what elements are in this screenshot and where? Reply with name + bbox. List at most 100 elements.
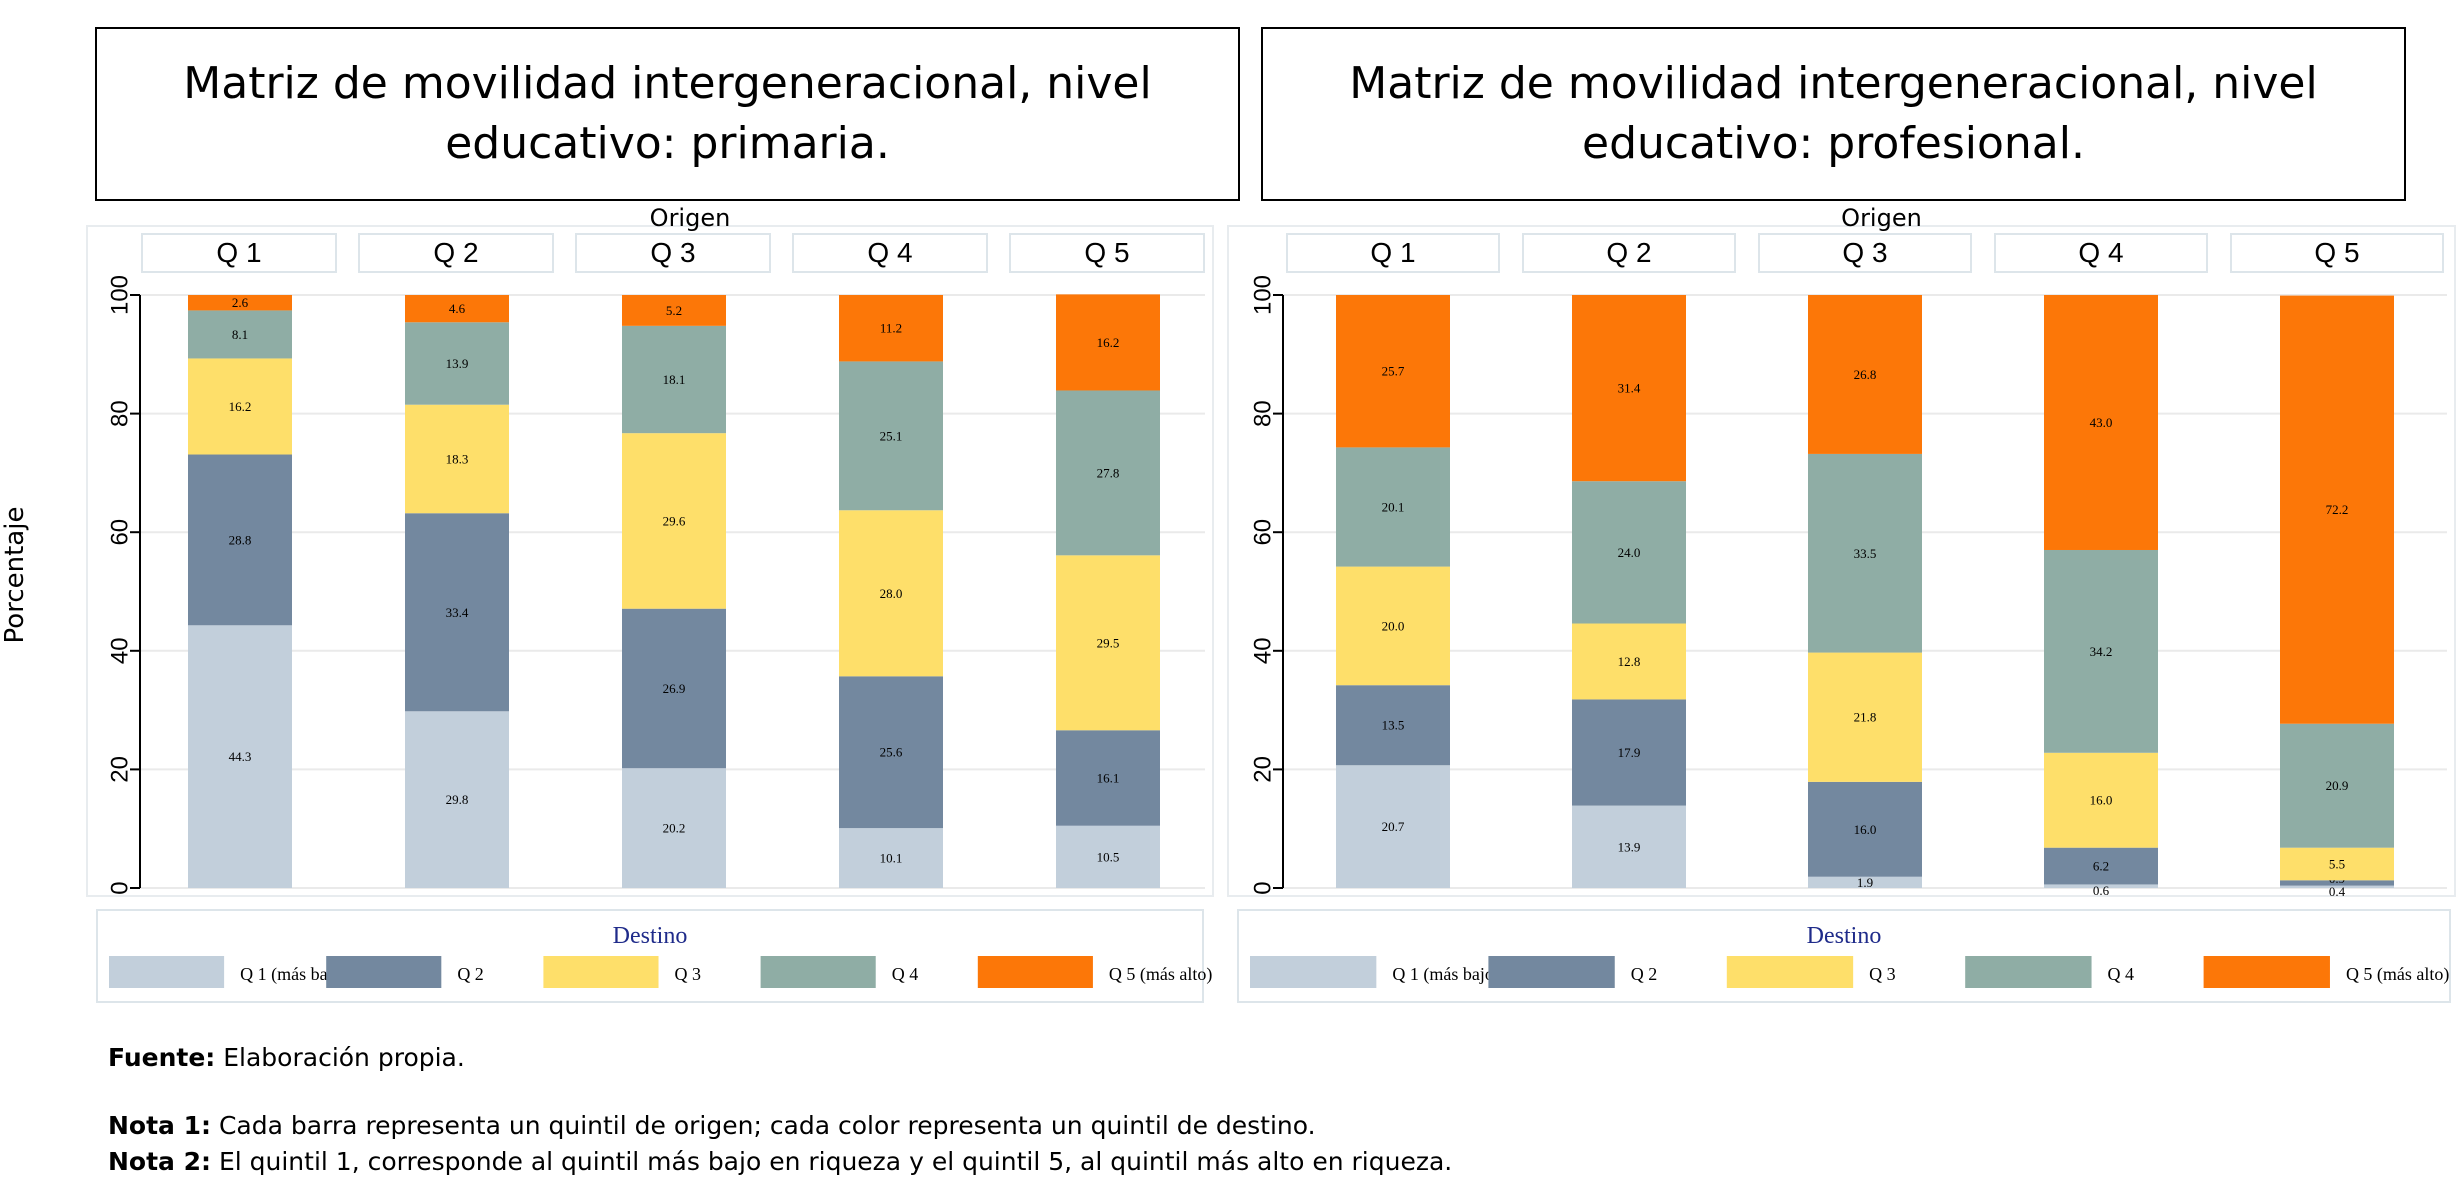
bar-segment — [1056, 825, 1160, 888]
bar-segment — [1336, 685, 1450, 766]
category-strip — [358, 233, 554, 273]
data-label: 20.0 — [1382, 618, 1405, 633]
bar-segment — [1056, 390, 1160, 556]
bar-segment — [2280, 723, 2394, 848]
data-label: 33.5 — [1854, 546, 1877, 561]
data-label: 31.4 — [1618, 381, 1641, 396]
note-1-text: Cada barra representa un quintil de orig… — [211, 1111, 1316, 1140]
category-label: Q 2 — [1606, 237, 1651, 268]
bar-segment — [1572, 699, 1686, 806]
y-tick-label: 0 — [1250, 881, 1277, 894]
category-label: Q 3 — [1842, 237, 1887, 268]
legend-label: Q 5 (más alto) — [2346, 964, 2449, 985]
data-label: 28.8 — [229, 532, 252, 547]
bar-segment — [622, 295, 726, 326]
legend-swatch — [326, 956, 442, 988]
bar-segment — [622, 768, 726, 888]
data-label: 11.2 — [880, 321, 902, 336]
bar-segment — [2044, 295, 2158, 550]
data-label: 12.8 — [1618, 654, 1641, 669]
source-note: Fuente: Elaboración propia. — [108, 1043, 465, 1072]
bar-segment — [405, 513, 509, 712]
data-label: 20.7 — [1382, 819, 1405, 834]
x-axis-title: Origen — [650, 204, 731, 232]
bar-segment — [1056, 294, 1160, 391]
legend-label: Q 1 (más bajo) — [240, 964, 347, 985]
legend-label: Q 3 — [675, 964, 702, 984]
legend-label: Q 4 — [2108, 964, 2135, 984]
source-label: Fuente: — [108, 1043, 216, 1072]
bar-segment — [622, 433, 726, 609]
legend-label: Q 2 — [457, 964, 484, 984]
bar-segment — [1056, 555, 1160, 731]
category-strip — [575, 233, 771, 273]
y-tick-label: 80 — [107, 400, 134, 427]
data-label: 72.2 — [2326, 502, 2349, 517]
legend-swatch — [1726, 956, 1854, 988]
legend-swatch — [109, 956, 225, 988]
bar-segment — [2280, 847, 2394, 881]
data-label: 16.2 — [229, 399, 252, 414]
source-text: Elaboración propia. — [215, 1043, 465, 1072]
bar-segment — [2280, 885, 2394, 888]
category-label: Q 1 — [216, 237, 261, 268]
data-label: 25.7 — [1382, 364, 1405, 379]
data-label: 43.0 — [2090, 415, 2113, 430]
data-label: 24.0 — [1618, 545, 1641, 560]
category-strip — [1994, 233, 2208, 273]
legend-swatch — [760, 956, 876, 988]
data-label: 20.9 — [2326, 778, 2349, 793]
bar-segment — [1336, 765, 1450, 888]
y-tick-label: 100 — [107, 275, 134, 315]
bar-segment — [1572, 295, 1686, 482]
chart-title-profesional: Matriz de movilidad intergeneracional, n… — [1261, 27, 2406, 201]
y-tick-label: 20 — [107, 756, 134, 783]
data-label: 2.6 — [232, 295, 249, 310]
legend: Destino Q 1 (más bajo) Q 2 Q 3 Q 4 Q 5 (más a… — [1237, 909, 2451, 1003]
stacked-bar-charts: Origen 0 20 40 60 80 100 Q 1 44.3 28.8 16.2 8.1 2.6 Q… — [86, 204, 2456, 1003]
bar-segment — [2044, 847, 2158, 885]
legend-swatch — [1965, 956, 2092, 988]
bar-segment — [622, 325, 726, 434]
bar-segment — [2280, 880, 2394, 886]
bar-segment — [2044, 884, 2158, 888]
data-label: 34.2 — [2090, 644, 2113, 659]
data-label: 18.3 — [446, 451, 469, 466]
note-2-label: Nota 2: — [108, 1147, 212, 1176]
data-label: 16.1 — [1097, 770, 1120, 785]
chart-panel-1: Origen 0 20 40 60 80 100 Q 1 44.3 28.8 16.2 8.1 2.6 Q… — [86, 204, 1214, 1003]
category-strip — [792, 233, 988, 273]
data-label: 21.8 — [1854, 710, 1877, 725]
bar-segment — [839, 361, 943, 511]
data-label: 26.8 — [1854, 367, 1877, 382]
bar-segment — [839, 676, 943, 829]
data-label: 0.4 — [2329, 884, 2346, 899]
bar-segment — [1572, 481, 1686, 624]
data-label: 20.1 — [1382, 499, 1405, 514]
bar-segment — [405, 295, 509, 323]
bar-segment — [1056, 730, 1160, 826]
chart-panel-2: Origen 0 20 40 60 80 100 Q 1 20.7 13.5 20.0 20.1 25.… — [1227, 204, 2456, 1003]
data-label: 44.3 — [229, 749, 252, 764]
legend-swatch — [977, 956, 1093, 988]
category-strip — [1758, 233, 1972, 273]
category-label: Q 5 — [2314, 237, 2359, 268]
data-label: 5.2 — [666, 303, 682, 318]
note-1-label: Nota 1: — [108, 1111, 212, 1140]
bar-segment — [1572, 623, 1686, 700]
legend-label: Q 3 — [1869, 964, 1896, 984]
data-label: 10.5 — [1097, 849, 1120, 864]
chart-title-primaria: Matriz de movilidad intergeneracional, n… — [95, 27, 1240, 201]
data-label: 27.8 — [1097, 465, 1120, 480]
data-label: 29.6 — [663, 513, 686, 528]
bar-segment — [1336, 566, 1450, 686]
data-label: 25.1 — [880, 428, 903, 443]
category-label: Q 5 — [1084, 237, 1129, 268]
data-label: 5.5 — [2329, 856, 2345, 871]
y-tick-label: 40 — [107, 637, 134, 664]
category-strip — [2230, 233, 2444, 273]
data-label: 0.6 — [2093, 883, 2110, 898]
data-label: 29.8 — [446, 792, 469, 807]
bar-segment — [1336, 295, 1450, 448]
data-label: 26.9 — [663, 681, 686, 696]
